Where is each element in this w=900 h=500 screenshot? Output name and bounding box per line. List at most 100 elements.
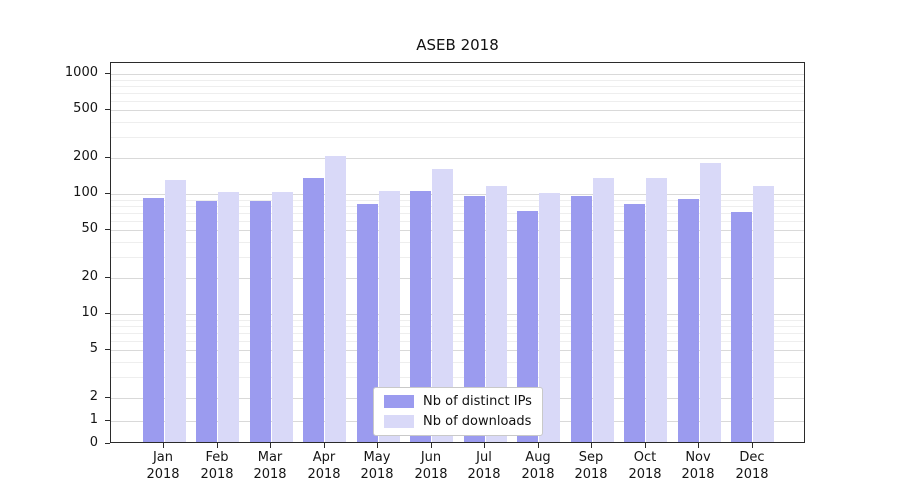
bar-downloads-apr: [325, 156, 346, 442]
y-tick-mark-5: [105, 349, 110, 350]
y-tick-mark-50: [105, 229, 110, 230]
bar-distinct-ips-nov: [678, 199, 699, 442]
x-tick-label-jul: Jul 2018: [467, 450, 501, 482]
bar-downloads-jan: [165, 180, 186, 442]
x-tick-mark-jan: [163, 443, 164, 448]
bar-distinct-ips-mar: [250, 201, 271, 442]
minor-gridline-9: [111, 320, 804, 321]
major-gridline-10: [111, 314, 804, 315]
major-gridline-20: [111, 278, 804, 279]
plot-area: Nb of distinct IPs Nb of downloads: [110, 62, 805, 443]
bar-distinct-ips-apr: [303, 178, 324, 442]
bar-downloads-oct: [646, 178, 667, 442]
minor-gridline-4: [111, 362, 804, 363]
minor-gridline-300: [111, 137, 804, 138]
y-tick-label-0: 0: [89, 435, 98, 450]
y-tick-label-500: 500: [73, 101, 98, 116]
bar-downloads-mar: [272, 192, 293, 442]
x-tick-label-aug: Aug 2018: [521, 450, 555, 482]
x-tick-label-apr: Apr 2018: [307, 450, 341, 482]
major-gridline-100: [111, 194, 804, 195]
x-tick-mark-may: [377, 443, 378, 448]
legend-label-distinct-ips: Nb of distinct IPs: [423, 394, 532, 409]
bar-distinct-ips-jun: [410, 191, 431, 442]
x-tick-mark-dec: [752, 443, 753, 448]
x-tick-label-sep: Sep 2018: [574, 450, 608, 482]
minor-gridline-60: [111, 221, 804, 222]
bar-layer: [111, 63, 804, 442]
minor-gridline-600: [111, 101, 804, 102]
minor-gridline-3: [111, 377, 804, 378]
bar-downloads-nov: [700, 163, 721, 442]
y-tick-label-100: 100: [73, 185, 98, 200]
x-tick-mark-oct: [645, 443, 646, 448]
x-tick-mark-feb: [217, 443, 218, 448]
minor-gridline-30: [111, 257, 804, 258]
bar-downloads-dec: [753, 186, 774, 442]
x-tick-label-feb: Feb 2018: [200, 450, 234, 482]
x-tick-mark-jun: [431, 443, 432, 448]
bar-downloads-may: [379, 191, 400, 442]
minor-gridline-8: [111, 326, 804, 327]
x-tick-mark-apr: [324, 443, 325, 448]
legend: Nb of distinct IPs Nb of downloads: [373, 387, 543, 436]
x-tick-label-may: May 2018: [360, 450, 394, 482]
y-tick-label-200: 200: [73, 149, 98, 164]
y-tick-mark-0: [105, 443, 110, 444]
legend-swatch-downloads: [384, 415, 414, 428]
x-tick-label-mar: Mar 2018: [253, 450, 287, 482]
x-tick-mark-mar: [270, 443, 271, 448]
major-gridline-500: [111, 110, 804, 111]
legend-item-downloads: Nb of downloads: [384, 414, 532, 429]
y-tick-mark-1: [105, 420, 110, 421]
minor-gridline-40: [111, 242, 804, 243]
bar-distinct-ips-aug: [517, 211, 538, 442]
y-tick-label-10: 10: [81, 305, 98, 320]
bar-distinct-ips-feb: [196, 201, 217, 442]
minor-gridline-90: [111, 200, 804, 201]
major-gridline-50: [111, 230, 804, 231]
y-tick-mark-200: [105, 157, 110, 158]
y-tick-mark-1000: [105, 73, 110, 74]
minor-gridline-900: [111, 80, 804, 81]
major-gridline-5: [111, 350, 804, 351]
minor-gridline-80: [111, 206, 804, 207]
minor-gridline-800: [111, 86, 804, 87]
bar-distinct-ips-jul: [464, 196, 485, 442]
y-tick-label-20: 20: [81, 269, 98, 284]
minor-gridline-700: [111, 93, 804, 94]
x-tick-mark-jul: [484, 443, 485, 448]
chart-title: ASEB 2018: [416, 36, 499, 54]
y-tick-mark-500: [105, 109, 110, 110]
x-tick-mark-aug: [538, 443, 539, 448]
x-tick-label-dec: Dec 2018: [735, 450, 769, 482]
bar-downloads-jul: [486, 186, 507, 442]
y-tick-mark-20: [105, 277, 110, 278]
y-tick-label-50: 50: [81, 221, 98, 236]
y-tick-mark-2: [105, 397, 110, 398]
major-gridline-200: [111, 158, 804, 159]
minor-gridline-400: [111, 122, 804, 123]
y-tick-label-1: 1: [89, 412, 98, 427]
x-tick-label-jan: Jan 2018: [146, 450, 180, 482]
y-axis: 0 1 2 5 10 20 50 100 200 500 1000: [0, 62, 110, 450]
y-tick-mark-100: [105, 193, 110, 194]
y-tick-label-2: 2: [89, 389, 98, 404]
bar-downloads-sep: [593, 178, 614, 442]
x-tick-label-nov: Nov 2018: [681, 450, 715, 482]
bar-distinct-ips-dec: [731, 212, 752, 442]
bar-distinct-ips-sep: [571, 196, 592, 442]
bar-downloads-feb: [218, 192, 239, 442]
y-tick-mark-10: [105, 313, 110, 314]
minor-gridline-70: [111, 213, 804, 214]
y-tick-label-1000: 1000: [64, 65, 98, 80]
bar-distinct-ips-oct: [624, 204, 645, 442]
legend-label-downloads: Nb of downloads: [423, 414, 532, 429]
legend-swatch-distinct-ips: [384, 395, 414, 408]
y-tick-label-5: 5: [89, 341, 98, 356]
major-gridline-1000: [111, 74, 804, 75]
bar-distinct-ips-may: [357, 204, 378, 442]
x-tick-mark-nov: [698, 443, 699, 448]
bar-downloads-jun: [432, 169, 453, 442]
